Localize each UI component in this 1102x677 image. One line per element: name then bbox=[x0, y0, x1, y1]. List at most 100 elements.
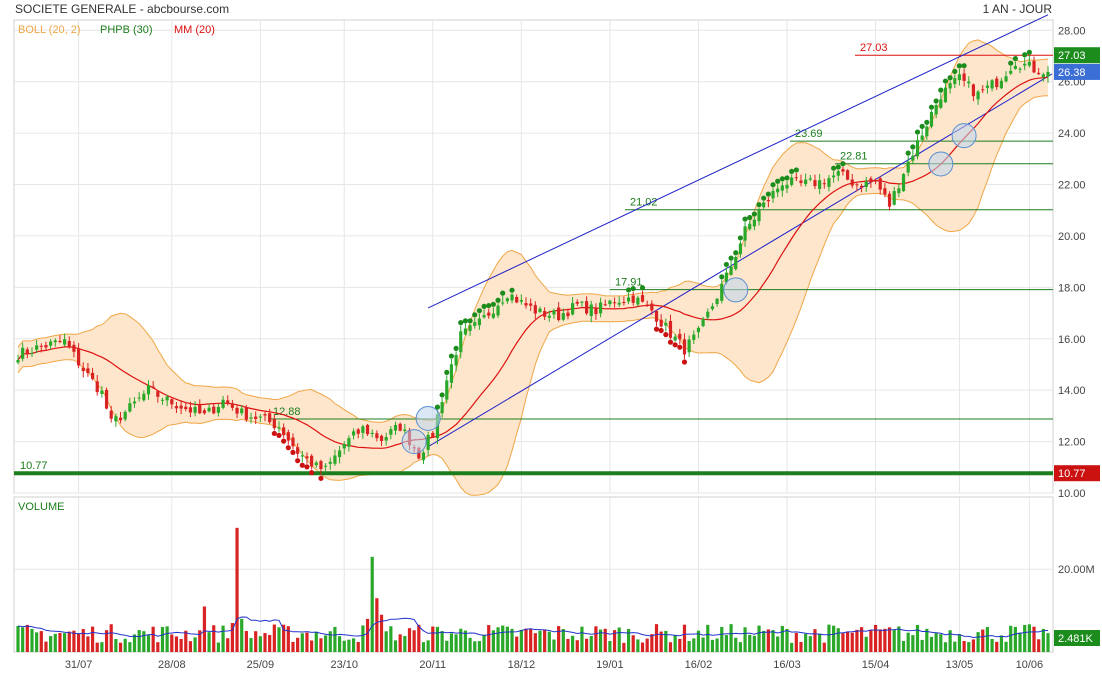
candle-body bbox=[892, 191, 896, 205]
level-label: 17.91 bbox=[615, 277, 643, 289]
candle-body bbox=[184, 406, 188, 409]
candle-body bbox=[678, 333, 682, 340]
volume-bar bbox=[1046, 633, 1050, 652]
candle-body bbox=[897, 188, 901, 194]
candle-body bbox=[291, 437, 295, 447]
volume-bar bbox=[822, 642, 826, 652]
candle bbox=[510, 293, 514, 304]
candle-body bbox=[762, 202, 766, 208]
date-tick-label: 20/11 bbox=[419, 659, 446, 671]
volume-bar bbox=[49, 636, 53, 652]
volume-bar bbox=[216, 642, 221, 652]
date-axis: 31/07 28/08 25/09 23/10 20/11 18/12 19/01 16/02… bbox=[65, 659, 1043, 671]
volume-bar bbox=[832, 625, 836, 652]
volume-bar bbox=[845, 631, 850, 652]
candle-body bbox=[957, 74, 962, 81]
candle-body bbox=[859, 185, 864, 188]
volume-bar bbox=[687, 641, 691, 652]
candle bbox=[365, 423, 370, 436]
candle bbox=[44, 341, 48, 351]
volume-bar bbox=[859, 627, 864, 652]
candle bbox=[948, 80, 952, 94]
phpb-high-marker bbox=[1008, 60, 1014, 66]
phpb-high-marker bbox=[789, 168, 795, 175]
volume-bar bbox=[962, 640, 966, 652]
candle bbox=[300, 450, 304, 463]
candle bbox=[235, 404, 239, 419]
candle-body bbox=[258, 416, 262, 418]
volume-bar bbox=[268, 634, 272, 652]
candle-body bbox=[216, 406, 221, 413]
candle bbox=[533, 301, 537, 319]
candle-body bbox=[701, 318, 705, 327]
candle-body bbox=[445, 380, 449, 400]
candle bbox=[174, 401, 179, 413]
phpb-high-marker bbox=[779, 176, 785, 182]
candle-body bbox=[584, 301, 589, 314]
volume-bar bbox=[892, 629, 896, 652]
candle-body bbox=[524, 303, 528, 306]
candle bbox=[421, 450, 426, 465]
phpb-high-marker bbox=[751, 211, 757, 217]
candle bbox=[132, 396, 137, 408]
candle bbox=[580, 300, 584, 307]
date-tick-label: 13/05 bbox=[946, 659, 974, 671]
volume-bar bbox=[696, 630, 701, 652]
phpb-high-marker bbox=[835, 164, 841, 170]
candle bbox=[752, 217, 756, 231]
candle-body bbox=[948, 83, 952, 89]
volume-bar bbox=[137, 630, 141, 652]
legend-mm: MM (20) bbox=[174, 24, 215, 36]
candle bbox=[25, 347, 29, 359]
candle-body bbox=[668, 321, 673, 338]
candle-body bbox=[249, 417, 253, 419]
candle bbox=[953, 74, 957, 89]
volume-bar bbox=[63, 633, 67, 652]
candle bbox=[939, 93, 943, 110]
candle bbox=[985, 80, 990, 94]
volume-bar bbox=[188, 641, 193, 652]
chart-title: SOCIETE GENERALE - abcbourse.com bbox=[15, 2, 229, 16]
candle-body bbox=[925, 126, 929, 137]
candle bbox=[794, 172, 798, 182]
volume-bar bbox=[282, 624, 286, 652]
volume-bar bbox=[897, 626, 901, 652]
volume-bar bbox=[296, 637, 300, 652]
volume-bar bbox=[407, 628, 412, 652]
candle-body bbox=[906, 161, 910, 173]
volume-bar bbox=[552, 639, 556, 652]
breakout-circle bbox=[928, 151, 954, 177]
candle bbox=[571, 296, 575, 316]
candle-body bbox=[813, 180, 817, 187]
candle bbox=[929, 110, 934, 129]
price-tick-label: 14.00 bbox=[1058, 385, 1086, 397]
candle-body bbox=[645, 304, 649, 306]
candle bbox=[799, 174, 803, 187]
candle-body bbox=[156, 391, 160, 397]
candle-body bbox=[1027, 61, 1031, 66]
candle-body bbox=[738, 243, 742, 255]
volume-bar bbox=[221, 625, 225, 652]
volume-bar bbox=[743, 627, 747, 652]
volume-bar bbox=[515, 636, 519, 652]
volume-bar bbox=[342, 640, 346, 652]
candle bbox=[356, 427, 360, 439]
candle-body bbox=[142, 393, 146, 401]
candle-body bbox=[21, 347, 25, 359]
candle-body bbox=[1013, 65, 1017, 69]
candle bbox=[757, 207, 761, 226]
volume-bar bbox=[118, 642, 123, 652]
candle bbox=[850, 173, 854, 189]
candle-body bbox=[594, 307, 598, 315]
candle-body bbox=[188, 407, 193, 413]
candle bbox=[654, 310, 659, 327]
candle-body bbox=[547, 315, 551, 318]
candle bbox=[431, 431, 435, 438]
breakout-circles bbox=[401, 123, 977, 455]
phpb-high-marker bbox=[831, 165, 837, 171]
volume-bar bbox=[244, 631, 248, 652]
candle bbox=[734, 255, 738, 271]
candle-body bbox=[850, 179, 854, 186]
volume-bar bbox=[1027, 624, 1031, 652]
candle-body bbox=[193, 406, 197, 413]
